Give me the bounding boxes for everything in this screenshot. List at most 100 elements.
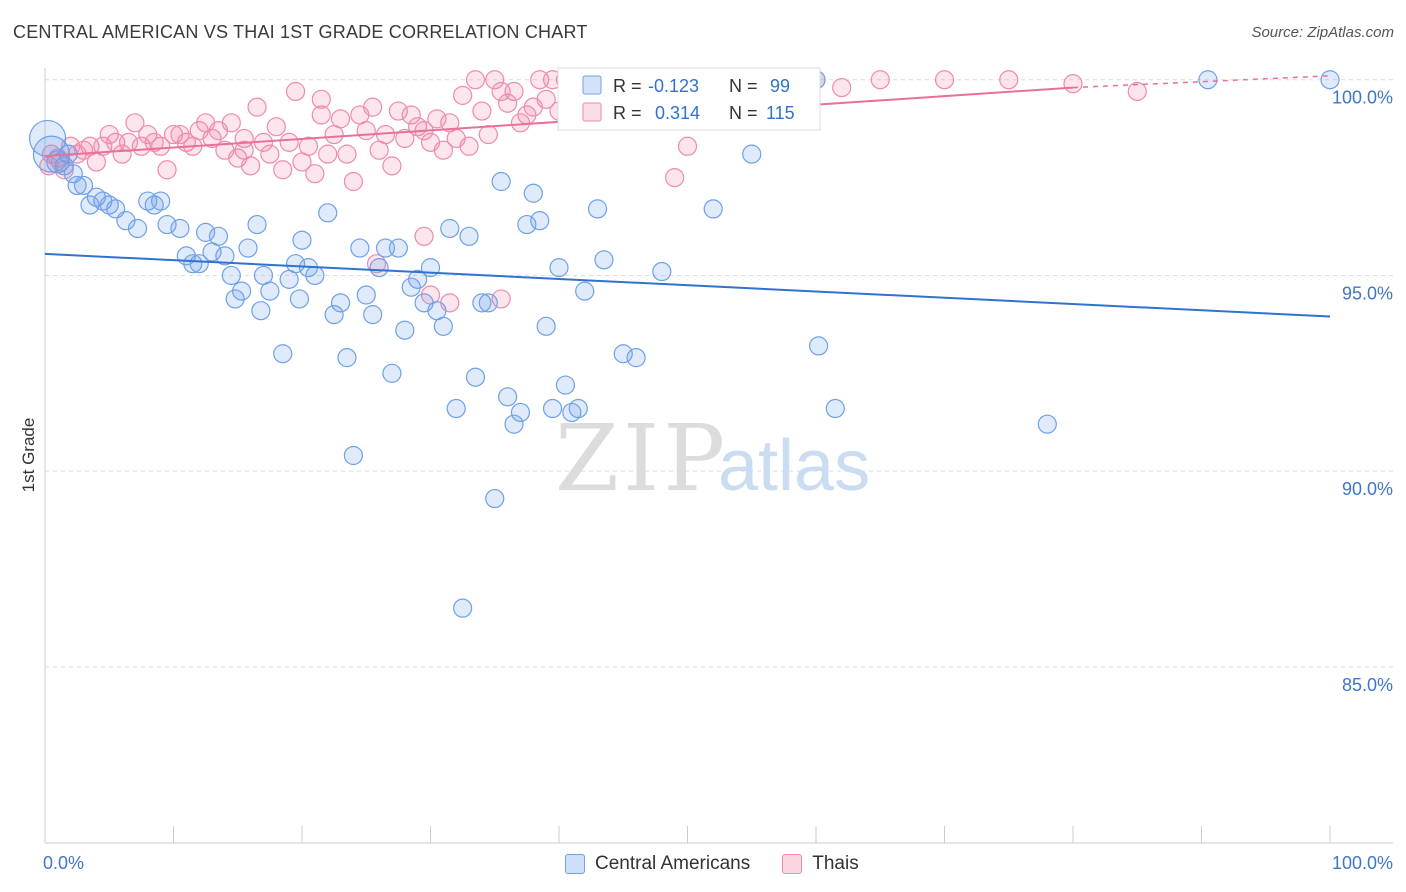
central-american-point — [594, 250, 614, 270]
central-american-point — [536, 316, 556, 336]
central-american-point — [703, 199, 723, 219]
central-american-point — [808, 336, 829, 356]
thai-point — [1063, 74, 1083, 94]
central-american-point — [1320, 70, 1340, 90]
thai-point — [472, 101, 492, 121]
central-american-point — [485, 488, 505, 509]
y-tick-label: 85.0% — [1342, 675, 1393, 695]
central-american-point — [318, 203, 338, 223]
central-american-point — [127, 218, 148, 239]
thai-point — [414, 226, 434, 246]
thai-point — [677, 136, 698, 156]
central-american-point — [652, 261, 672, 282]
thai-point — [151, 136, 171, 156]
central-american-point — [363, 304, 383, 325]
central-american-point — [151, 191, 171, 211]
central-american-point — [196, 222, 216, 242]
thai-point — [465, 70, 486, 90]
central-american-point — [343, 445, 363, 466]
central-american-point — [337, 348, 357, 368]
central-american-point — [395, 320, 415, 340]
central-american-point — [285, 254, 306, 274]
central-american-point — [472, 293, 492, 313]
central-american-point — [1198, 70, 1218, 90]
central-american-point — [440, 218, 460, 239]
central-american-point — [208, 226, 229, 246]
central-american-point — [408, 269, 428, 289]
central-american-point — [80, 195, 100, 215]
central-american-point — [189, 254, 209, 274]
central-american-point — [157, 214, 177, 235]
y-tick-label: 100.0% — [1332, 88, 1393, 108]
central-american-point — [446, 398, 466, 419]
thai-point — [504, 81, 524, 102]
y-tick-label: 95.0% — [1342, 283, 1393, 303]
thai-point — [234, 128, 254, 149]
central-americans-points — [28, 70, 1340, 618]
thai-point — [491, 289, 511, 309]
central-american-point — [305, 265, 325, 286]
central-american-point — [247, 214, 267, 235]
thai-point — [93, 136, 113, 156]
thai-point — [1127, 81, 1147, 102]
thai-point — [363, 97, 383, 117]
central-american-point — [330, 293, 351, 313]
central-american-point — [292, 230, 312, 250]
central-american-point — [324, 304, 344, 325]
thai-point — [498, 93, 518, 113]
central-americans-swatch — [565, 854, 585, 874]
central-american-point — [542, 398, 563, 419]
gridlines — [45, 79, 1393, 668]
thai-point — [478, 124, 498, 145]
central-american-point — [170, 218, 190, 239]
thai-point — [401, 105, 421, 125]
thai-point — [157, 160, 177, 180]
central-american-point — [183, 254, 203, 274]
thai-point — [298, 136, 319, 156]
central-american-point — [555, 375, 576, 395]
watermark-zip: ZIP — [555, 405, 729, 512]
central-american-point — [232, 281, 252, 301]
central-american-point — [491, 171, 511, 192]
thai-point — [202, 128, 222, 149]
thai-point — [279, 132, 299, 152]
thai-point — [832, 77, 852, 98]
chart-title: CENTRAL AMERICAN VS THAI 1ST GRADE CORRE… — [13, 22, 588, 42]
thai-point — [343, 171, 363, 192]
legend-r-value-2: 0.314 — [655, 103, 700, 123]
legend-n-label-1: N = — [729, 76, 758, 96]
legend-n-label-2: N = — [729, 103, 758, 123]
central-american-point — [742, 144, 762, 164]
central-american-point — [453, 598, 473, 618]
central-american-point — [369, 258, 389, 278]
central-american-point — [251, 301, 271, 321]
thai-point — [266, 117, 286, 137]
central-american-point — [221, 265, 241, 286]
thai-point — [485, 70, 505, 90]
legend-pink-swatch — [582, 102, 602, 122]
bottom-legend: Central Americans Thais — [565, 853, 891, 875]
central-american-point — [510, 402, 531, 423]
y-tick-label: 90.0% — [1342, 479, 1393, 499]
central-american-point — [73, 175, 94, 196]
y-tick-labels: 85.0% 90.0% 95.0% 100.0% — [1332, 88, 1393, 695]
x-tick-label-min: 0.0% — [43, 853, 84, 873]
central-american-point — [459, 226, 479, 246]
thai-point — [285, 81, 306, 102]
correlation-legend: R = -0.123 N = 99 R = 0.314 N = 115 — [557, 67, 821, 131]
thai-point — [459, 136, 479, 156]
thai-point — [356, 121, 376, 141]
central-american-point — [478, 293, 498, 313]
thai-point — [427, 109, 447, 129]
central-american-point — [225, 289, 245, 309]
thai-point — [395, 128, 415, 149]
central-american-point — [116, 211, 136, 231]
thai-point — [536, 89, 556, 109]
central-american-point — [825, 398, 845, 419]
thais-swatch — [782, 854, 803, 874]
thai-point — [382, 156, 402, 176]
central-american-point — [388, 238, 408, 258]
thai-point — [433, 140, 453, 160]
legend-item-central-americans: Central Americans — [565, 853, 750, 875]
